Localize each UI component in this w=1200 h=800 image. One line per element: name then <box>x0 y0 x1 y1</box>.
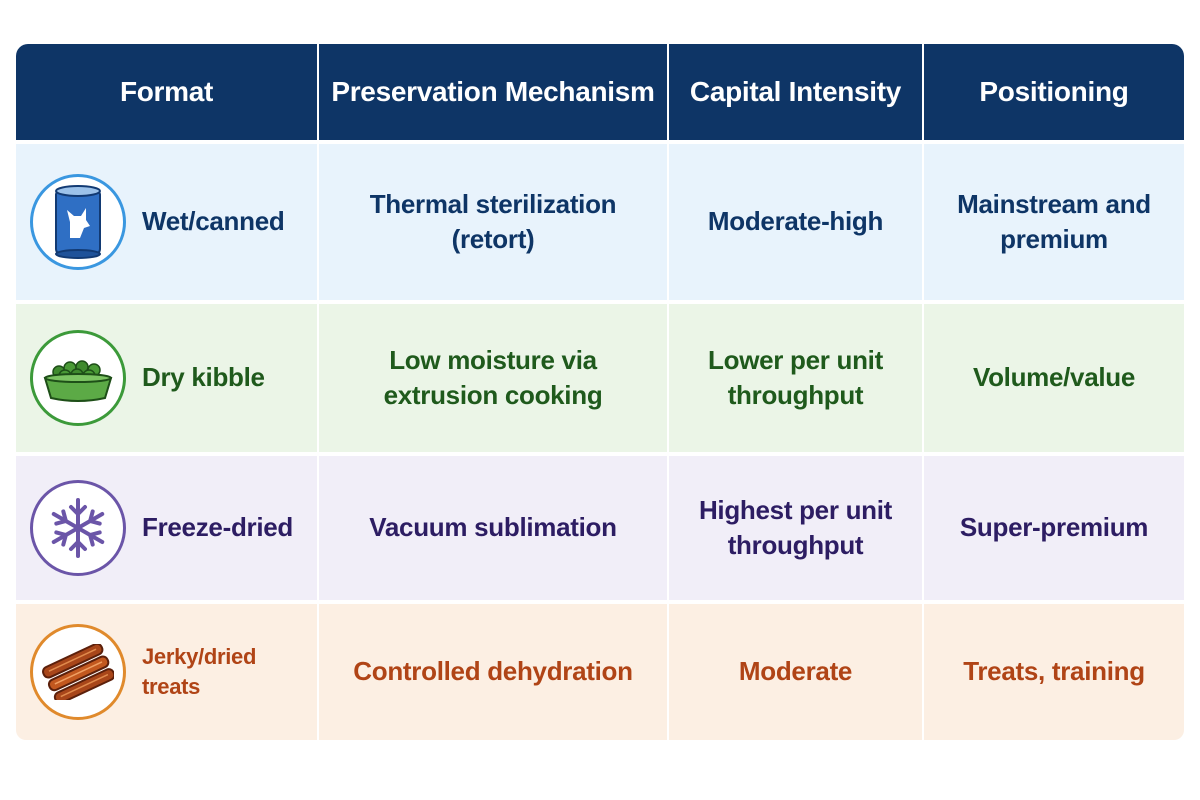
kibble-bowl-icon <box>30 330 126 426</box>
format-cell: Freeze-dried <box>16 452 319 600</box>
format-cell: Wet/canned <box>16 140 319 300</box>
comparison-table: Format Preservation Mechanism Capital In… <box>16 44 1184 740</box>
header-preservation: Preservation Mechanism <box>319 44 669 140</box>
positioning-cell: Mainstream and premium <box>924 140 1184 300</box>
can-icon <box>30 174 126 270</box>
header-format: Format <box>16 44 319 140</box>
positioning-cell: Treats, training <box>924 600 1184 740</box>
format-cell: Dry kibble <box>16 300 319 452</box>
header-capital: Capital Intensity <box>669 44 924 140</box>
capital-cell: Highest per unit throughput <box>669 452 924 600</box>
format-label: Freeze-dried <box>142 512 294 543</box>
preservation-cell: Thermal sterilization (retort) <box>319 140 669 300</box>
snowflake-icon <box>30 480 126 576</box>
preservation-cell: Vacuum sublimation <box>319 452 669 600</box>
format-cell: Jerky/dried treats <box>16 600 319 740</box>
jerky-strips-icon <box>30 624 126 720</box>
capital-cell: Moderate-high <box>669 140 924 300</box>
format-label: Jerky/dried treats <box>142 644 257 699</box>
preservation-cell: Low moisture via extrusion cooking <box>319 300 669 452</box>
capital-cell: Moderate <box>669 600 924 740</box>
preservation-cell: Controlled dehydration <box>319 600 669 740</box>
format-label: Wet/canned <box>142 206 285 237</box>
capital-cell: Lower per unit throughput <box>669 300 924 452</box>
positioning-cell: Volume/value <box>924 300 1184 452</box>
format-label: Dry kibble <box>142 362 265 393</box>
positioning-cell: Super-premium <box>924 452 1184 600</box>
header-positioning: Positioning <box>924 44 1184 140</box>
